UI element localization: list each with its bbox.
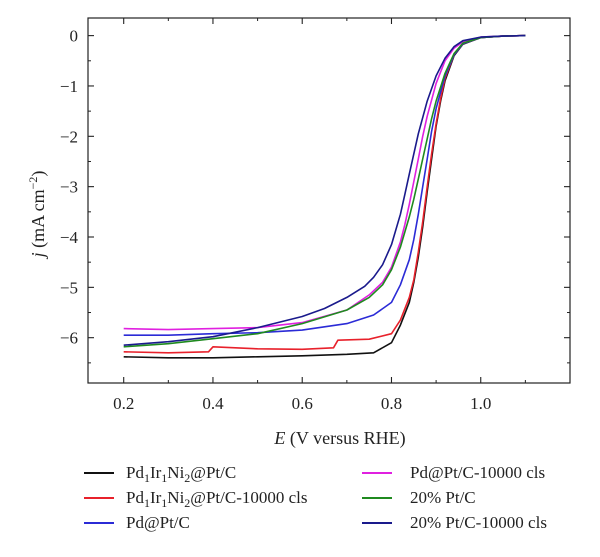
ytick-label: −3 — [60, 178, 78, 197]
series-line-s1 — [123, 34, 526, 359]
y-axis-rest: (mA cm — [28, 189, 49, 252]
x-axis-label: E (V versus RHE) — [273, 428, 405, 449]
series-line-s2 — [123, 34, 526, 354]
x-axis-rest: (V versus RHE) — [285, 428, 405, 449]
series-line-s6 — [123, 34, 526, 346]
xtick-label: 1.0 — [470, 394, 491, 413]
legend: Pd1Ir1Ni2@Pt/C Pd1Ir1Ni2@Pt/C-10000 cls Pd… — [84, 463, 547, 532]
ytick-label: −1 — [60, 77, 78, 96]
ytick-label: −6 — [60, 329, 78, 348]
plot-frame — [87, 17, 571, 384]
ytick-label: −5 — [60, 278, 78, 297]
ytick-labels: 0 −1 −2 −3 −4 −5 −6 — [60, 27, 79, 348]
y-axis-sup: −2 — [26, 177, 40, 190]
legend-label-s3: Pd@Pt/C — [126, 513, 190, 532]
y-axis-close: ) — [28, 171, 49, 177]
series-lines — [123, 34, 526, 359]
ytick-label: −2 — [60, 127, 78, 146]
ytick-marks — [88, 35, 570, 364]
legend-label-s1: Pd1Ir1Ni2@Pt/C — [126, 463, 236, 485]
legend-label-s5: 20% Pt/C — [410, 488, 476, 507]
y-axis-label: j (mA cm−2) — [26, 171, 49, 260]
y-axis-var: j — [28, 252, 48, 259]
ytick-label: −4 — [60, 228, 79, 247]
legend-label-s4: Pd@Pt/C-10000 cls — [410, 463, 545, 482]
x-axis-var: E — [273, 428, 285, 448]
xtick-marks — [123, 18, 526, 383]
legend-label-s2: Pd1Ir1Ni2@Pt/C-10000 cls — [126, 488, 308, 510]
legend-label-s6: 20% Pt/C-10000 cls — [410, 513, 547, 532]
xtick-label: 0.6 — [292, 394, 313, 413]
series-line-s3 — [123, 34, 526, 337]
xtick-label: 0.2 — [113, 394, 134, 413]
series-line-s5 — [123, 34, 526, 348]
ytick-label: 0 — [70, 27, 79, 46]
series-line-s4 — [123, 34, 526, 331]
xtick-labels: 0.2 0.4 0.6 0.8 1.0 — [113, 394, 491, 413]
xtick-label: 0.4 — [202, 394, 224, 413]
xtick-label: 0.8 — [381, 394, 402, 413]
